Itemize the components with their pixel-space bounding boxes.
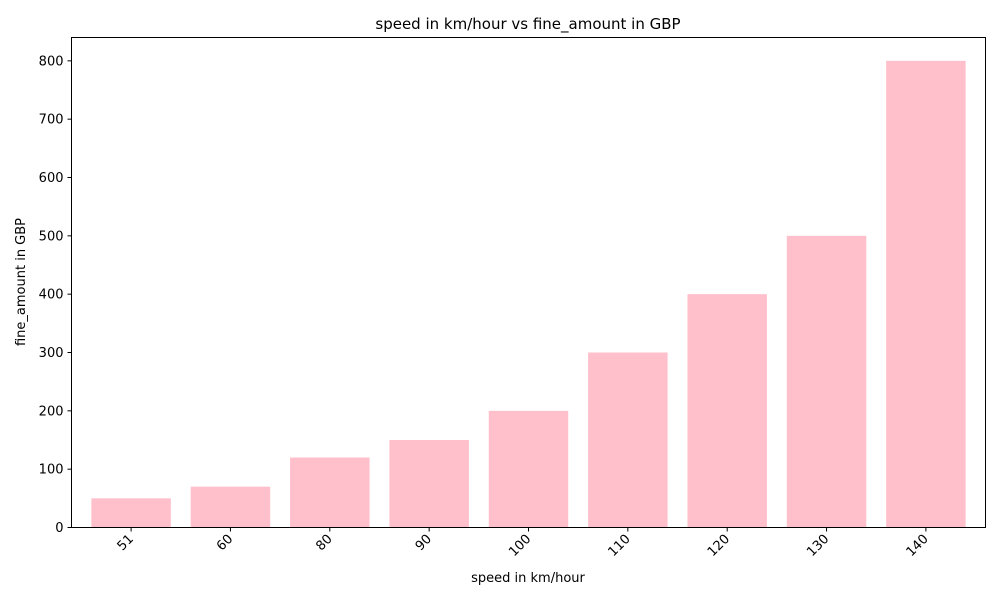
chart-title: speed in km/hour vs fine_amount in GBP — [375, 15, 680, 34]
y-tick-label: 600 — [39, 171, 64, 186]
x-tick-label: 51 — [115, 532, 137, 554]
bar-51 — [91, 498, 171, 528]
bars-group — [91, 60, 966, 528]
x-tick-label: 100 — [506, 532, 534, 560]
x-tick-label: 140 — [904, 532, 932, 560]
y-tick-label: 500 — [39, 229, 64, 244]
y-tick-label: 800 — [39, 54, 64, 69]
x-axis-ticks: 51 60 80 90 100 110 120 130 140 — [115, 527, 932, 560]
y-tick-label: 0 — [55, 521, 63, 536]
bar-100 — [488, 410, 569, 528]
y-axis-label: fine_amount in GBP — [14, 218, 29, 346]
x-tick-label: 80 — [313, 532, 335, 554]
x-tick-label: 130 — [804, 532, 832, 560]
y-tick-label: 400 — [39, 288, 64, 303]
bar-60 — [190, 486, 271, 528]
y-tick-label: 300 — [39, 346, 64, 361]
x-axis-label: speed in km/hour — [471, 571, 585, 586]
y-tick-label: 700 — [39, 113, 64, 128]
bar-140 — [886, 60, 966, 528]
bar-130 — [786, 235, 867, 528]
bar-80 — [290, 457, 370, 528]
y-axis-ticks: 0 100 200 300 400 500 600 700 800 — [39, 54, 72, 536]
x-tick-label: 120 — [705, 532, 733, 560]
x-tick-label: 110 — [606, 532, 634, 560]
bar-110 — [588, 352, 668, 528]
y-tick-label: 100 — [39, 463, 64, 478]
x-tick-label: 90 — [413, 532, 435, 554]
x-tick-label: 60 — [214, 532, 236, 554]
bar-90 — [389, 440, 469, 528]
y-tick-label: 200 — [39, 404, 64, 419]
bar-120 — [687, 294, 767, 528]
plot-area-frame — [71, 37, 986, 528]
